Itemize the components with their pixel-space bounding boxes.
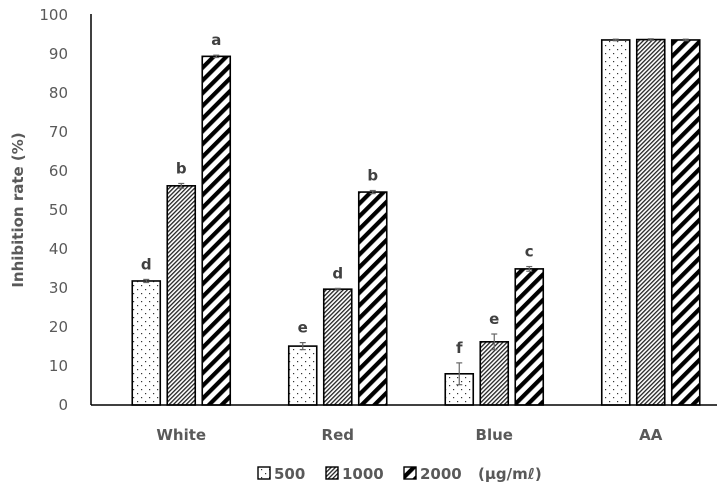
significance-letter: a xyxy=(211,31,221,49)
x-category-label: White xyxy=(156,426,206,444)
bar-500 xyxy=(600,39,631,406)
y-axis-label: Inhibition rate (%) xyxy=(9,132,27,287)
bar-500 xyxy=(131,280,162,406)
legend-label: 500 xyxy=(274,465,305,483)
legend-label: 1000 xyxy=(342,465,384,483)
legend-unit: (μg/mℓ) xyxy=(478,465,542,483)
significance-letter: e xyxy=(298,319,308,337)
bar-1000 xyxy=(635,38,666,406)
bar-2000 xyxy=(201,55,232,406)
significance-letter: d xyxy=(141,255,152,273)
y-tick-label: 80 xyxy=(49,84,68,102)
legend-label: 2000 xyxy=(420,465,462,483)
x-axis: White Red Blue AA xyxy=(91,404,717,444)
y-tick-label: 90 xyxy=(49,45,68,63)
legend-swatch-1000 xyxy=(325,466,339,480)
significance-letter: b xyxy=(367,167,378,185)
legend-swatch-2000 xyxy=(403,466,417,480)
x-category-label: Blue xyxy=(476,426,513,444)
y-tick-label: 60 xyxy=(49,162,68,180)
y-tick-label: 20 xyxy=(49,318,68,336)
y-tick-label: 40 xyxy=(49,240,68,258)
y-tick-label: 0 xyxy=(58,396,68,414)
significance-letter: f xyxy=(456,339,463,357)
legend: 500 1000 2000 (μg/mℓ) xyxy=(257,465,542,483)
bar-group-red: e d b xyxy=(287,167,388,406)
x-category-label: AA xyxy=(639,426,663,444)
bar-2000 xyxy=(670,39,701,406)
significance-letter: e xyxy=(489,310,499,328)
y-tick-label: 70 xyxy=(49,123,68,141)
bar-group-blue: f e c xyxy=(444,243,545,406)
significance-letter: b xyxy=(176,159,187,177)
legend-swatch-500 xyxy=(257,466,271,480)
significance-letter: d xyxy=(332,264,343,282)
y-tick-label: 50 xyxy=(49,201,68,219)
bars: d b a e d b f e c xyxy=(131,31,701,406)
y-tick-label: 100 xyxy=(39,6,68,24)
significance-letter: c xyxy=(525,243,534,261)
bar-group-white: d b a xyxy=(131,31,232,406)
y-tick-label: 10 xyxy=(49,357,68,375)
bar-group-aa xyxy=(600,38,701,406)
bar-2000 xyxy=(514,268,545,406)
y-tick-label: 30 xyxy=(49,279,68,297)
bar-1000 xyxy=(322,288,353,406)
bar-2000 xyxy=(357,191,388,406)
bar-500 xyxy=(287,345,318,406)
y-axis: 0 10 20 30 40 50 60 70 80 90 100 xyxy=(39,6,92,414)
bar-1000 xyxy=(166,185,197,406)
bar-1000 xyxy=(479,341,510,406)
x-category-label: Red xyxy=(322,426,354,444)
